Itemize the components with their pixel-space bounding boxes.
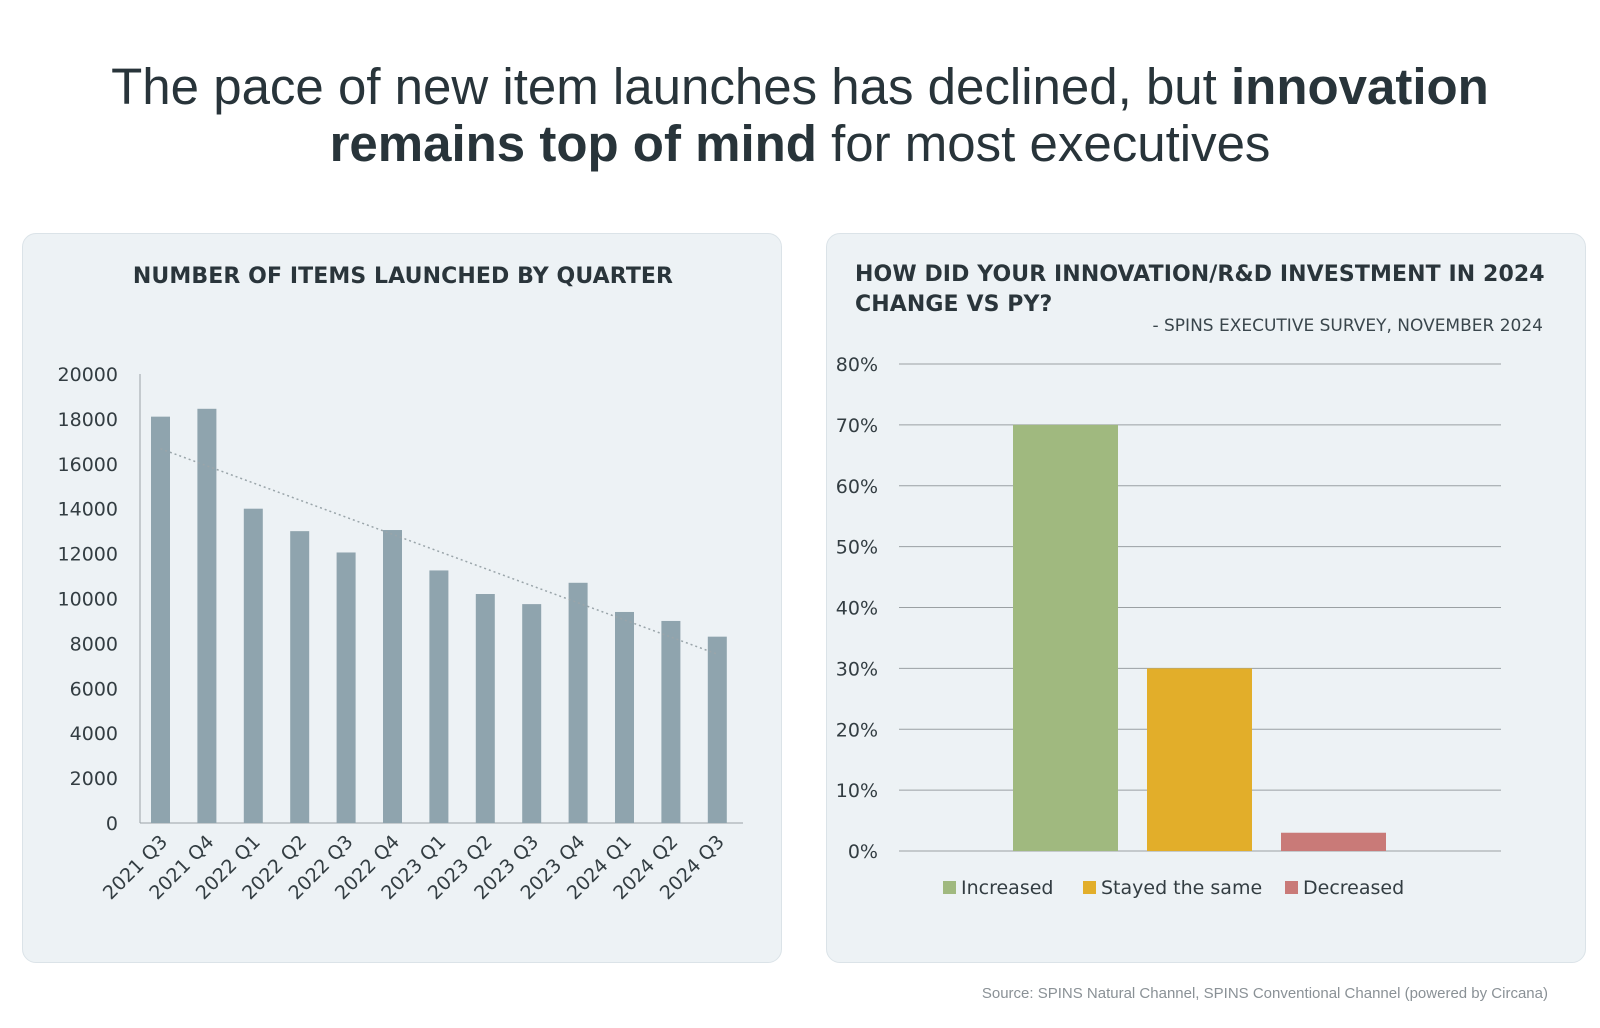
- bar-decreased: [1281, 832, 1386, 851]
- items-launched-chart: 0 2000 4000 6000 8000 10000 12000 14000 16000 180…: [58, 364, 743, 904]
- bar-2023-q4: [568, 582, 588, 823]
- y-tick-label: 80%: [836, 354, 878, 376]
- y-tick-label: 18000: [58, 409, 118, 431]
- items-launched-panel: NUMBER OF ITEMS LAUNCHED BY QUARTER 0 200…: [22, 233, 782, 963]
- y-tick-label: 4000: [70, 723, 118, 745]
- y-tick-label: 14000: [58, 499, 118, 521]
- y-tick-label: 60%: [836, 476, 878, 498]
- legend-label: Stayed the same: [1101, 877, 1262, 899]
- y-tick-label: 2000: [70, 768, 118, 790]
- bar-2021-q3: [151, 416, 170, 823]
- y-tick-label: 6000: [70, 678, 118, 700]
- y-tick-label: 12000: [58, 544, 118, 566]
- source-note: Source: SPINS Natural Channel, SPINS Con…: [981, 985, 1548, 1002]
- y-tick-label: 70%: [836, 415, 878, 437]
- headline-bold1: innovation: [1231, 58, 1489, 115]
- headline-part2: for most executives: [816, 115, 1271, 172]
- y-tick-label: 10000: [58, 589, 118, 611]
- bar-2023-q2: [475, 594, 495, 823]
- y-tick-label: 20000: [58, 364, 118, 386]
- y-tick-label: 20%: [836, 719, 878, 741]
- bar-2024-q1: [615, 611, 634, 823]
- y-tick-label: 0%: [848, 841, 878, 863]
- legend-swatch: [1285, 881, 1298, 894]
- bar-2022-q1: [243, 508, 263, 823]
- bar-2023-q1: [429, 570, 449, 823]
- legend-label: Increased: [961, 877, 1053, 899]
- bar-2022-q3: [336, 552, 356, 823]
- bar-increased: [1013, 424, 1118, 851]
- y-tick-label: 8000: [70, 633, 118, 655]
- rd-investment-panel: HOW DID YOUR INNOVATION/R&D INVESTMENT I…: [826, 233, 1586, 963]
- legend-swatch: [1083, 881, 1096, 894]
- headline-bold2: remains top of mind: [329, 115, 817, 172]
- y-tick-label: 10%: [836, 780, 878, 802]
- items-launched-title: NUMBER OF ITEMS LAUNCHED BY QUARTER: [132, 264, 674, 289]
- bar-2022-q2: [290, 531, 310, 823]
- bar-2022-q4: [383, 530, 402, 823]
- rd-investment-chart: 0% 10% 20% 30% 40% 50% 60% 70% 80% Increased Staye…: [836, 354, 1501, 899]
- legend-swatch: [943, 881, 956, 894]
- rd-investment-subtitle: - SPINS EXECUTIVE SURVEY, NOVEMBER 2024: [1152, 316, 1543, 336]
- headline-part1: The pace of new item launches has declin…: [111, 58, 1232, 115]
- bar-stayed-the-same: [1147, 668, 1252, 851]
- y-tick-label: 30%: [836, 658, 878, 680]
- bar-2024-q3: [707, 636, 727, 823]
- legend-label: Decreased: [1303, 877, 1404, 899]
- y-tick-label: 0: [106, 813, 118, 835]
- y-tick-label: 40%: [836, 598, 878, 620]
- y-tick-label: 50%: [836, 537, 878, 559]
- page-headline: The pace of new item launches has declin…: [60, 58, 1540, 172]
- bar-2021-q4: [197, 408, 217, 823]
- trendline: [160, 448, 718, 655]
- rd-investment-title: HOW DID YOUR INNOVATION/R&D INVESTMENT I…: [855, 262, 1545, 317]
- y-tick-label: 16000: [58, 454, 118, 476]
- bar-2024-q2: [661, 620, 681, 823]
- bar-2023-q3: [522, 604, 542, 823]
